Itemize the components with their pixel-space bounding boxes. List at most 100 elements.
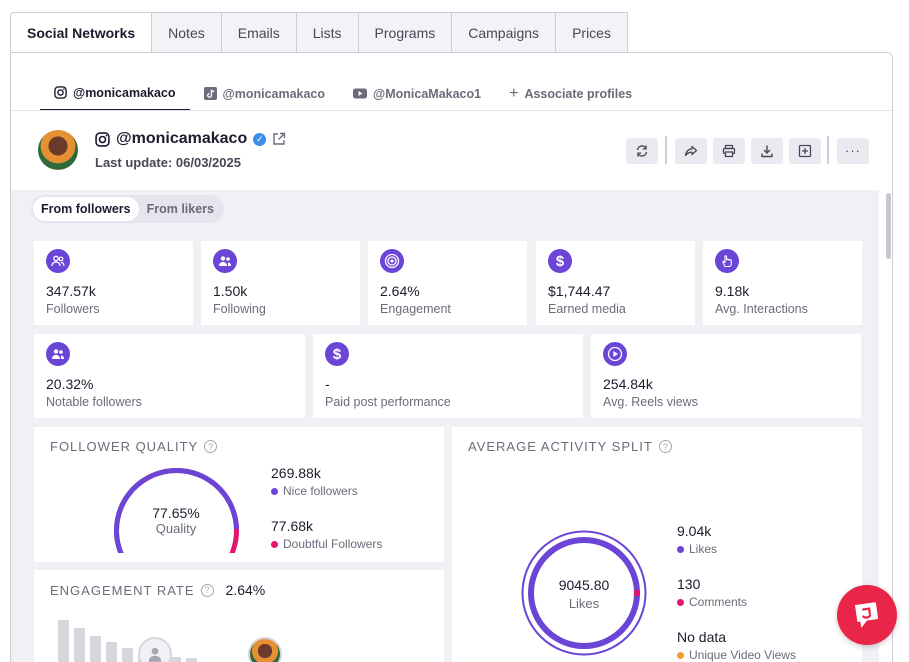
youtube-icon bbox=[353, 88, 368, 99]
download-icon bbox=[761, 145, 773, 158]
histogram-bar bbox=[106, 642, 117, 662]
play-icon bbox=[603, 342, 627, 366]
profile-tabs: @monicamakaco @monicamakaco @MonicaMakac… bbox=[40, 76, 646, 111]
stat-label: Notable followers bbox=[46, 395, 142, 409]
help-icon[interactable]: ? bbox=[658, 440, 672, 453]
section-title-text: ENGAGEMENT RATE bbox=[50, 582, 195, 598]
followers-icon bbox=[46, 249, 70, 273]
legend-value: 269.88k bbox=[271, 465, 321, 481]
stat-label: Avg. Reels views bbox=[603, 395, 698, 409]
legend-label: Comments bbox=[677, 595, 747, 609]
dollar-icon: $ bbox=[325, 342, 349, 366]
stat-label: Following bbox=[213, 302, 266, 316]
legend-dot bbox=[271, 540, 278, 548]
stat-value: 9.18k bbox=[715, 283, 750, 299]
legend-label: Nice followers bbox=[271, 484, 358, 498]
help-icon[interactable]: ? bbox=[204, 440, 218, 453]
gauge-quality-arc bbox=[114, 468, 239, 553]
stat-value: 254.84k bbox=[603, 376, 653, 392]
print-button[interactable] bbox=[713, 138, 745, 164]
add-to-list-button[interactable] bbox=[789, 138, 821, 164]
associate-profiles-label: Associate profiles bbox=[524, 86, 633, 101]
refresh-icon bbox=[636, 145, 648, 157]
toolbar-divider bbox=[665, 136, 667, 164]
stat-value: - bbox=[325, 376, 330, 392]
legend-text: Likes bbox=[689, 542, 718, 556]
stat-value: 1.50k bbox=[213, 283, 248, 299]
more-options-button[interactable]: ··· bbox=[837, 138, 869, 164]
chat-support-button[interactable] bbox=[837, 585, 897, 645]
stat-card-notable-followers: 20.32% Notable followers bbox=[34, 334, 305, 418]
download-button[interactable] bbox=[751, 138, 783, 164]
plus-icon: + bbox=[509, 84, 519, 102]
histogram-bar bbox=[58, 620, 69, 662]
refresh-button[interactable] bbox=[626, 138, 658, 164]
stat-card-engagement: 2.64% Engagement bbox=[368, 241, 527, 325]
comments-legend: 130 Comments bbox=[677, 576, 747, 609]
scrollbar[interactable] bbox=[886, 193, 891, 259]
engagement-rate-title: ENGAGEMENT RATE ? 2.64% bbox=[50, 582, 265, 598]
tab-lists[interactable]: Lists bbox=[296, 12, 359, 53]
help-icon[interactable]: ? bbox=[200, 583, 214, 597]
legend-label: Doubtful Followers bbox=[271, 537, 382, 551]
subtabs-divider bbox=[11, 110, 892, 111]
instagram-icon bbox=[54, 86, 67, 99]
avatar bbox=[38, 130, 78, 170]
engagement-rate-value: 2.64% bbox=[225, 582, 266, 598]
users-icon bbox=[46, 342, 70, 366]
profile-avatar-marker bbox=[248, 637, 282, 662]
print-icon bbox=[722, 144, 736, 158]
profile-tab-label: @monicamakaco bbox=[73, 85, 176, 100]
legend-text: Comments bbox=[689, 595, 748, 609]
activity-split-card: AVERAGE ACTIVITY SPLIT ? 9045.80 Likes 9… bbox=[452, 427, 862, 662]
stat-card-earned-media: $ $1,744.47 Earned media bbox=[536, 241, 695, 325]
profile-tab-youtube[interactable]: @MonicaMakaco1 bbox=[339, 76, 495, 111]
legend-dot bbox=[271, 487, 278, 495]
stat-value: 20.32% bbox=[46, 376, 94, 392]
activity-split-title: AVERAGE ACTIVITY SPLIT ? bbox=[468, 439, 672, 454]
top-tabs: Social Networks Notes Emails Lists Progr… bbox=[10, 12, 628, 53]
donut-center-label: Likes bbox=[568, 596, 600, 611]
profile-title: @monicamakaco ✓ bbox=[95, 130, 286, 148]
legend-dot bbox=[677, 545, 684, 553]
share-button[interactable] bbox=[675, 138, 707, 164]
last-update: Last update: 06/03/2025 bbox=[95, 155, 241, 170]
profile-tab-instagram[interactable]: @monicamakaco bbox=[40, 76, 190, 111]
toolbar-divider bbox=[827, 136, 829, 164]
legend-value: No data bbox=[677, 629, 727, 645]
histogram-bar bbox=[186, 658, 197, 662]
tab-prices[interactable]: Prices bbox=[556, 12, 628, 53]
legend-dot bbox=[677, 651, 684, 659]
legend-value: 130 bbox=[677, 576, 701, 592]
stat-label: Paid post performance bbox=[325, 395, 451, 409]
toggle-from-followers[interactable]: From followers bbox=[33, 197, 139, 221]
legend-text: Doubtful Followers bbox=[283, 537, 383, 551]
toggle-from-likers[interactable]: From likers bbox=[146, 202, 214, 216]
activity-donut bbox=[521, 530, 647, 656]
profile-tab-tiktok[interactable]: @monicamakaco bbox=[190, 76, 340, 111]
video-views-legend: No data Unique Video Views bbox=[677, 629, 796, 662]
tab-programs[interactable]: Programs bbox=[358, 12, 453, 53]
legend-value: 9.04k bbox=[677, 523, 712, 539]
tiktok-icon bbox=[203, 87, 217, 100]
tab-campaigns[interactable]: Campaigns bbox=[452, 12, 557, 53]
tab-social-networks[interactable]: Social Networks bbox=[10, 12, 153, 53]
instagram-icon bbox=[95, 131, 110, 147]
histogram-bar bbox=[90, 636, 101, 662]
quality-percent: 77.65% bbox=[152, 505, 200, 521]
donut-center-value: 9045.80 bbox=[558, 577, 610, 593]
placeholder-avatar-icon bbox=[138, 637, 172, 662]
stat-value: 347.57k bbox=[46, 283, 96, 299]
stat-card-followers: 347.57k Followers bbox=[34, 241, 193, 325]
legend-text: Unique Video Views bbox=[689, 648, 796, 662]
stat-card-paid-post-performance: $ - Paid post performance bbox=[313, 334, 583, 418]
profile-tab-label: @MonicaMakaco1 bbox=[373, 86, 482, 101]
section-title-text: FOLLOWER QUALITY bbox=[50, 439, 199, 454]
quality-gauge bbox=[114, 468, 239, 553]
profile-handle: @monicamakaco bbox=[116, 130, 248, 147]
external-link-icon[interactable] bbox=[272, 132, 286, 146]
associate-profiles-button[interactable]: + Associate profiles bbox=[495, 76, 646, 111]
likes-legend: 9.04k Likes bbox=[677, 523, 717, 556]
tab-notes[interactable]: Notes bbox=[152, 12, 222, 53]
tab-emails[interactable]: Emails bbox=[221, 12, 297, 53]
